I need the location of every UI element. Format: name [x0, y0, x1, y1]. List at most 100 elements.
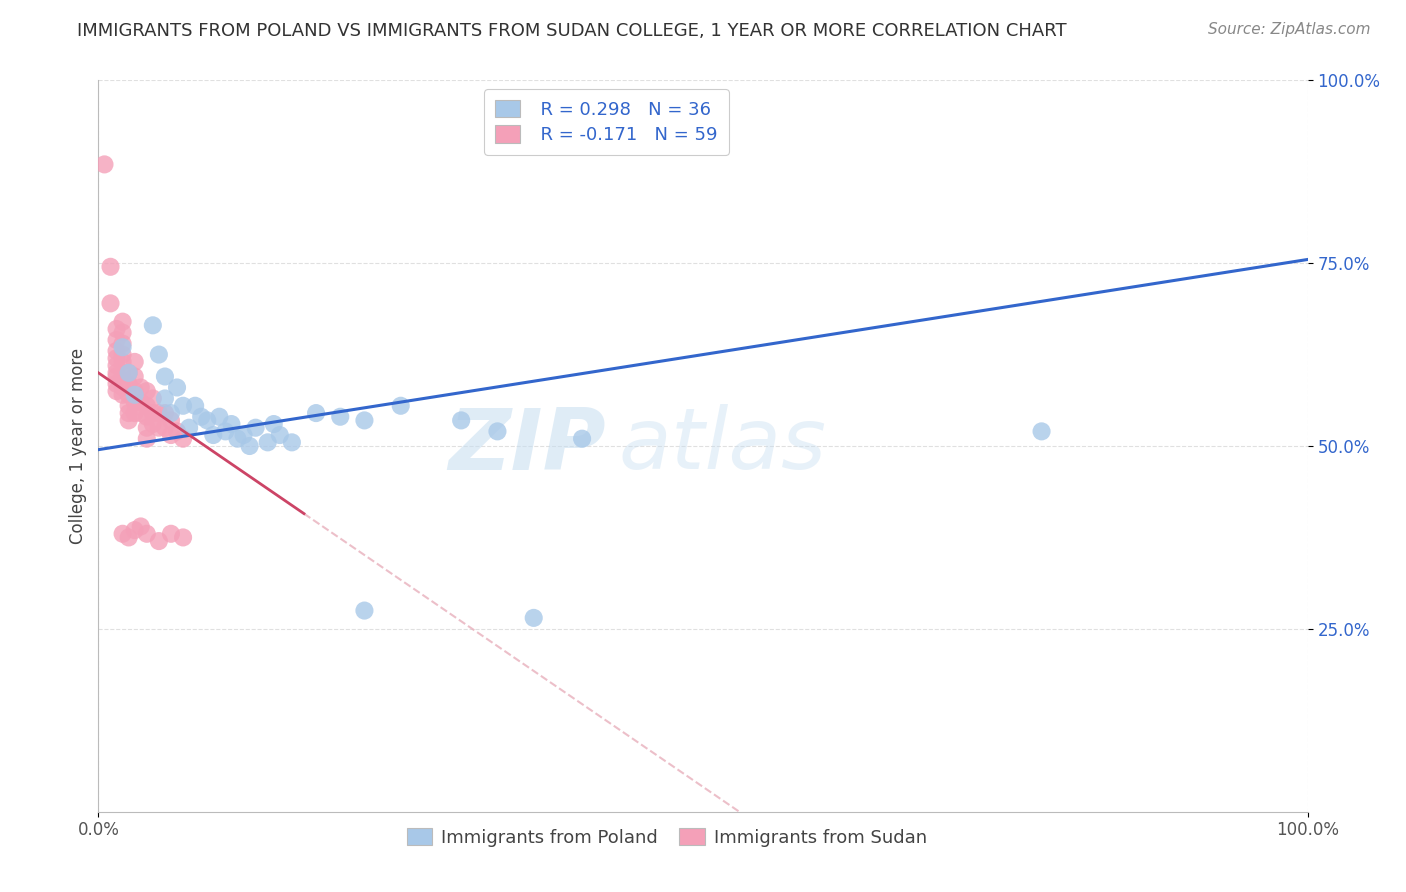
Point	[523, 611, 546, 625]
Point	[93, 157, 115, 171]
Point	[111, 355, 134, 369]
Point	[118, 399, 141, 413]
Point	[111, 315, 134, 329]
Point	[118, 530, 141, 544]
Point	[111, 388, 134, 402]
Point	[226, 432, 249, 446]
Point	[135, 384, 157, 399]
Point	[353, 413, 375, 427]
Y-axis label: College, 1 year or more: College, 1 year or more	[69, 348, 87, 544]
Point	[142, 417, 165, 431]
Point	[129, 395, 152, 409]
Point	[195, 413, 218, 427]
Point	[105, 376, 128, 391]
Point	[208, 409, 231, 424]
Point	[135, 399, 157, 413]
Point	[160, 526, 183, 541]
Point	[389, 399, 412, 413]
Point	[269, 428, 291, 442]
Point	[105, 384, 128, 399]
Point	[153, 406, 176, 420]
Point	[160, 413, 183, 427]
Point	[111, 380, 134, 394]
Point	[124, 355, 146, 369]
Point	[179, 421, 201, 435]
Point	[111, 326, 134, 340]
Point	[105, 369, 128, 384]
Point	[111, 340, 134, 354]
Point	[105, 351, 128, 366]
Text: IMMIGRANTS FROM POLAND VS IMMIGRANTS FROM SUDAN COLLEGE, 1 YEAR OR MORE CORRELAT: IMMIGRANTS FROM POLAND VS IMMIGRANTS FRO…	[77, 22, 1067, 40]
Point	[571, 432, 593, 446]
Point	[232, 428, 254, 442]
Point	[202, 428, 225, 442]
Point	[148, 534, 170, 549]
Point	[111, 336, 134, 351]
Point	[105, 359, 128, 373]
Point	[111, 526, 134, 541]
Point	[118, 388, 141, 402]
Point	[135, 526, 157, 541]
Point	[142, 318, 165, 333]
Text: ZIP: ZIP	[449, 404, 606, 488]
Point	[111, 373, 134, 387]
Point	[124, 388, 146, 402]
Point	[450, 413, 472, 427]
Point	[353, 603, 375, 617]
Point	[118, 366, 141, 380]
Point	[184, 399, 207, 413]
Point	[1031, 425, 1053, 439]
Point	[124, 369, 146, 384]
Point	[135, 409, 157, 424]
Point	[172, 530, 194, 544]
Point	[160, 428, 183, 442]
Point	[214, 425, 236, 439]
Point	[118, 376, 141, 391]
Point	[153, 421, 176, 435]
Point	[142, 406, 165, 420]
Point	[239, 439, 262, 453]
Point	[166, 380, 188, 394]
Point	[135, 432, 157, 446]
Text: Source: ZipAtlas.com: Source: ZipAtlas.com	[1208, 22, 1371, 37]
Point	[148, 421, 170, 435]
Point	[256, 435, 278, 450]
Point	[124, 406, 146, 420]
Point	[329, 409, 352, 424]
Point	[153, 369, 176, 384]
Point	[129, 406, 152, 420]
Point	[100, 260, 122, 274]
Point	[129, 519, 152, 533]
Point	[105, 333, 128, 347]
Point	[100, 296, 122, 310]
Point	[263, 417, 285, 431]
Point	[221, 417, 243, 431]
Point	[124, 384, 146, 399]
Point	[190, 409, 212, 424]
Point	[118, 406, 141, 420]
Point	[160, 406, 183, 420]
Point	[118, 366, 141, 380]
Point	[105, 322, 128, 336]
Point	[166, 425, 188, 439]
Point	[111, 366, 134, 380]
Point	[305, 406, 328, 420]
Point	[172, 399, 194, 413]
Point	[148, 347, 170, 362]
Point	[172, 432, 194, 446]
Legend: Immigrants from Poland, Immigrants from Sudan: Immigrants from Poland, Immigrants from …	[399, 821, 934, 854]
Point	[124, 523, 146, 537]
Point	[142, 392, 165, 406]
Point	[135, 421, 157, 435]
Point	[129, 380, 152, 394]
Point	[105, 343, 128, 358]
Point	[105, 366, 128, 380]
Point	[153, 392, 176, 406]
Point	[486, 425, 509, 439]
Point	[281, 435, 304, 450]
Text: atlas: atlas	[619, 404, 827, 488]
Point	[245, 421, 267, 435]
Point	[124, 395, 146, 409]
Point	[111, 347, 134, 362]
Point	[148, 406, 170, 420]
